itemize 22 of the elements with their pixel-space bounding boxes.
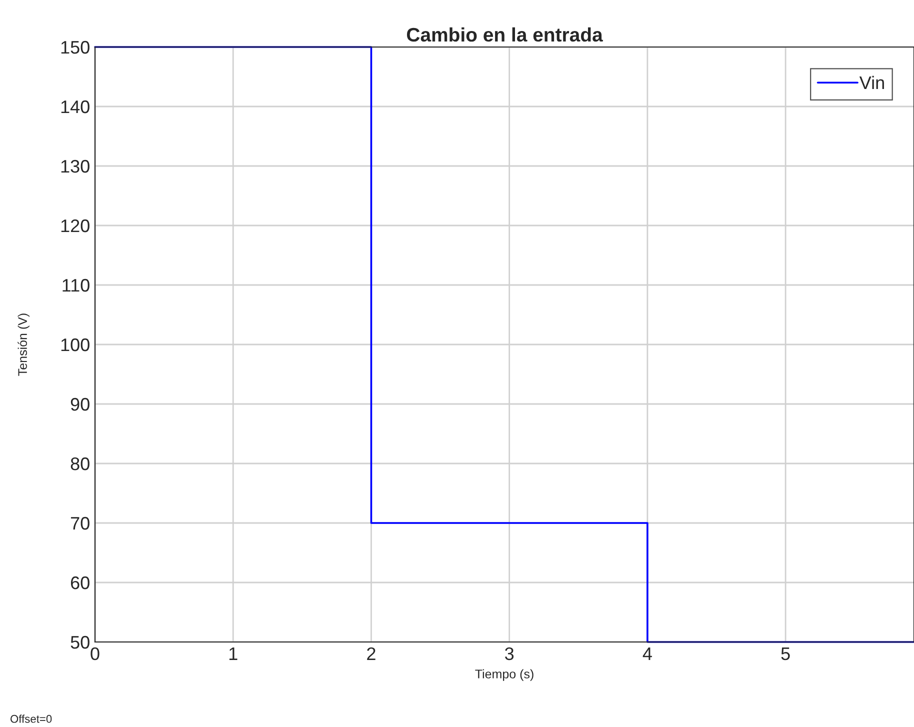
y-tick-label: 110 <box>62 278 90 292</box>
y-tick-label: 100 <box>61 338 90 352</box>
text: Offset=0 <box>10 714 52 723</box>
x-tick-label: 3 <box>505 647 514 660</box>
y-tick-label: 90 <box>70 398 90 411</box>
chart-title: Cambio en la entrada <box>406 27 603 42</box>
y-tick-label: 50 <box>70 636 90 649</box>
x-tick-label: 5 <box>781 648 790 660</box>
y-tick-label: 120 <box>61 219 90 232</box>
x-tick-label: 0 <box>90 647 100 660</box>
y-tick-label: 60 <box>70 576 90 590</box>
x-tick-label: 4 <box>642 648 652 660</box>
y-tick-label: 80 <box>70 457 90 470</box>
y-tick-label: 130 <box>61 160 90 173</box>
y-tick-label: 150 <box>61 40 90 54</box>
y-axis-title: Tensión (V) <box>18 314 30 376</box>
y-tick-label: 140 <box>61 100 90 114</box>
x-tick-label: 1 <box>229 648 238 660</box>
x-axis-title: Tiempo (s) <box>475 669 534 681</box>
legend-label: Vin <box>859 76 884 89</box>
x-tick-label: 2 <box>367 647 376 660</box>
y-tick-label: 70 <box>70 516 90 530</box>
